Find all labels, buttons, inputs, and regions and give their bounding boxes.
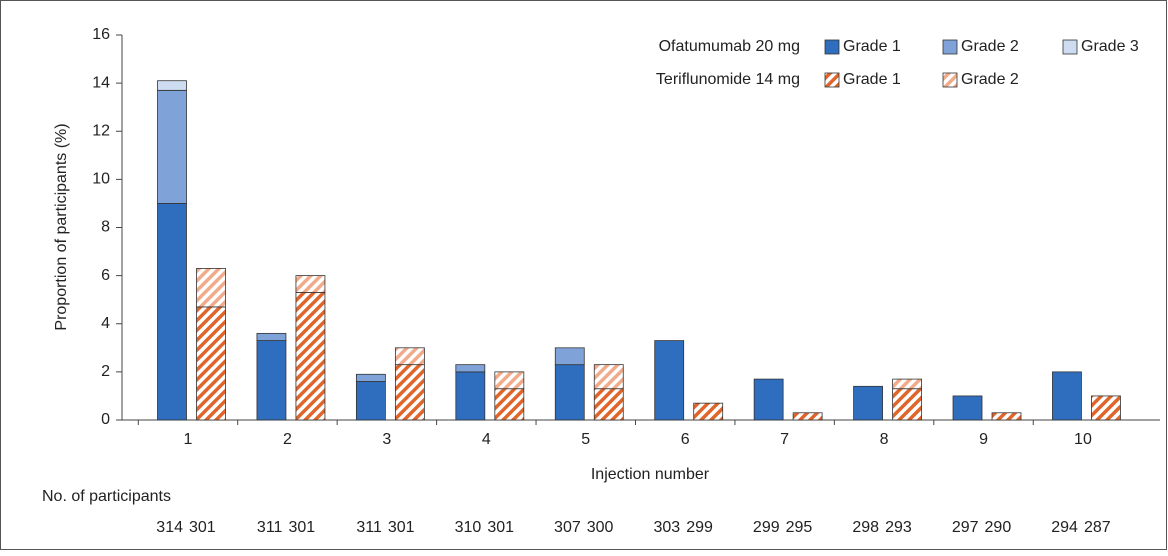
legend-swatch [942,39,958,55]
bar-segment [256,332,287,341]
y-tick-label: 2 [101,363,110,380]
x-tick-label: 1 [184,431,193,448]
bar-segment [753,378,784,421]
y-tick-label: 6 [101,267,110,284]
bar-segment [196,306,226,421]
y-tick-label: 8 [101,219,110,236]
x-tick-label: 10 [1074,431,1092,448]
bar-segment [157,89,187,204]
bar-segment [295,275,326,293]
participant-count: 301 [388,519,415,536]
bar-segment [1052,371,1082,421]
bar-segment [1091,395,1121,421]
bar-segment [853,385,883,421]
bar-segment [494,371,525,390]
bar-segment [693,402,724,421]
bar-segment [892,388,922,421]
participant-count: 310 [455,519,482,536]
y-tick-label: 12 [92,122,110,139]
bar-segment [394,347,425,366]
participant-count: 299 [753,519,780,536]
participant-count: 301 [487,519,514,536]
bar-segment [593,364,624,390]
x-tick-label: 8 [880,431,889,448]
legend-swatch [942,72,958,88]
legend-label: Grade 1 [843,71,901,88]
participant-count: 298 [852,519,879,536]
legend-swatch [824,39,840,55]
bar-segment [654,340,685,421]
participant-count: 290 [985,519,1012,536]
bar-segment [991,412,1022,421]
participant-count: 300 [587,519,614,536]
participant-count: 311 [356,519,382,536]
legend-label: Grade 2 [961,71,1019,88]
participant-count: 301 [288,519,315,536]
bar-segment [295,292,326,421]
participant-count: 301 [189,519,216,536]
bar-segment [593,388,624,421]
bar-segment [196,268,226,308]
bar-segment [355,381,386,421]
x-tick-label: 2 [283,431,292,448]
bar-segment [455,364,486,373]
participant-count: 295 [786,519,813,536]
y-tick-label: 0 [101,411,110,428]
legend-group: Teriflunomide 14 mg [656,71,800,88]
x-tick-label: 3 [382,431,391,448]
x-tick-label: 7 [780,431,789,448]
y-tick-label: 16 [92,26,110,43]
y-tick-label: 14 [92,74,110,91]
y-tick-label: 10 [92,171,110,188]
legend-label: Grade 3 [1081,38,1139,55]
participant-count: 294 [1051,519,1078,536]
x-axis-title: Injection number [591,466,710,483]
bar-segment [256,340,287,421]
participant-count: 303 [653,519,680,536]
bar-segment [792,412,823,421]
bar-segment [494,388,525,421]
participant-count: 299 [686,519,713,536]
bar-segment [554,347,585,366]
y-axis-title: Proportion of participants (%) [53,123,70,330]
participant-count: 307 [554,519,581,536]
participant-count: 314 [156,519,183,536]
participant-count: 297 [952,519,979,536]
participant-count: 287 [1084,519,1111,536]
legend-group: Ofatumumab 20 mg [659,38,800,55]
x-tick-label: 5 [581,431,590,448]
x-tick-label: 4 [482,431,491,448]
bar-segment [355,373,386,382]
participants-label: No. of participants [42,488,171,505]
bar-segment [157,203,187,421]
legend-label: Grade 2 [961,38,1019,55]
bar-segment [952,395,983,421]
participant-count: 293 [885,519,912,536]
bar-segment [554,364,585,421]
x-tick-label: 9 [979,431,988,448]
bar-segment [455,371,486,421]
participant-count: 311 [257,519,283,536]
bar-segment [157,80,187,91]
bar-segment [892,378,922,390]
x-tick-label: 6 [681,431,690,448]
bar-segment [394,364,425,421]
legend-label: Grade 1 [843,38,901,55]
y-tick-label: 4 [101,315,110,332]
legend-swatch [1062,39,1078,55]
legend-swatch [824,72,840,88]
